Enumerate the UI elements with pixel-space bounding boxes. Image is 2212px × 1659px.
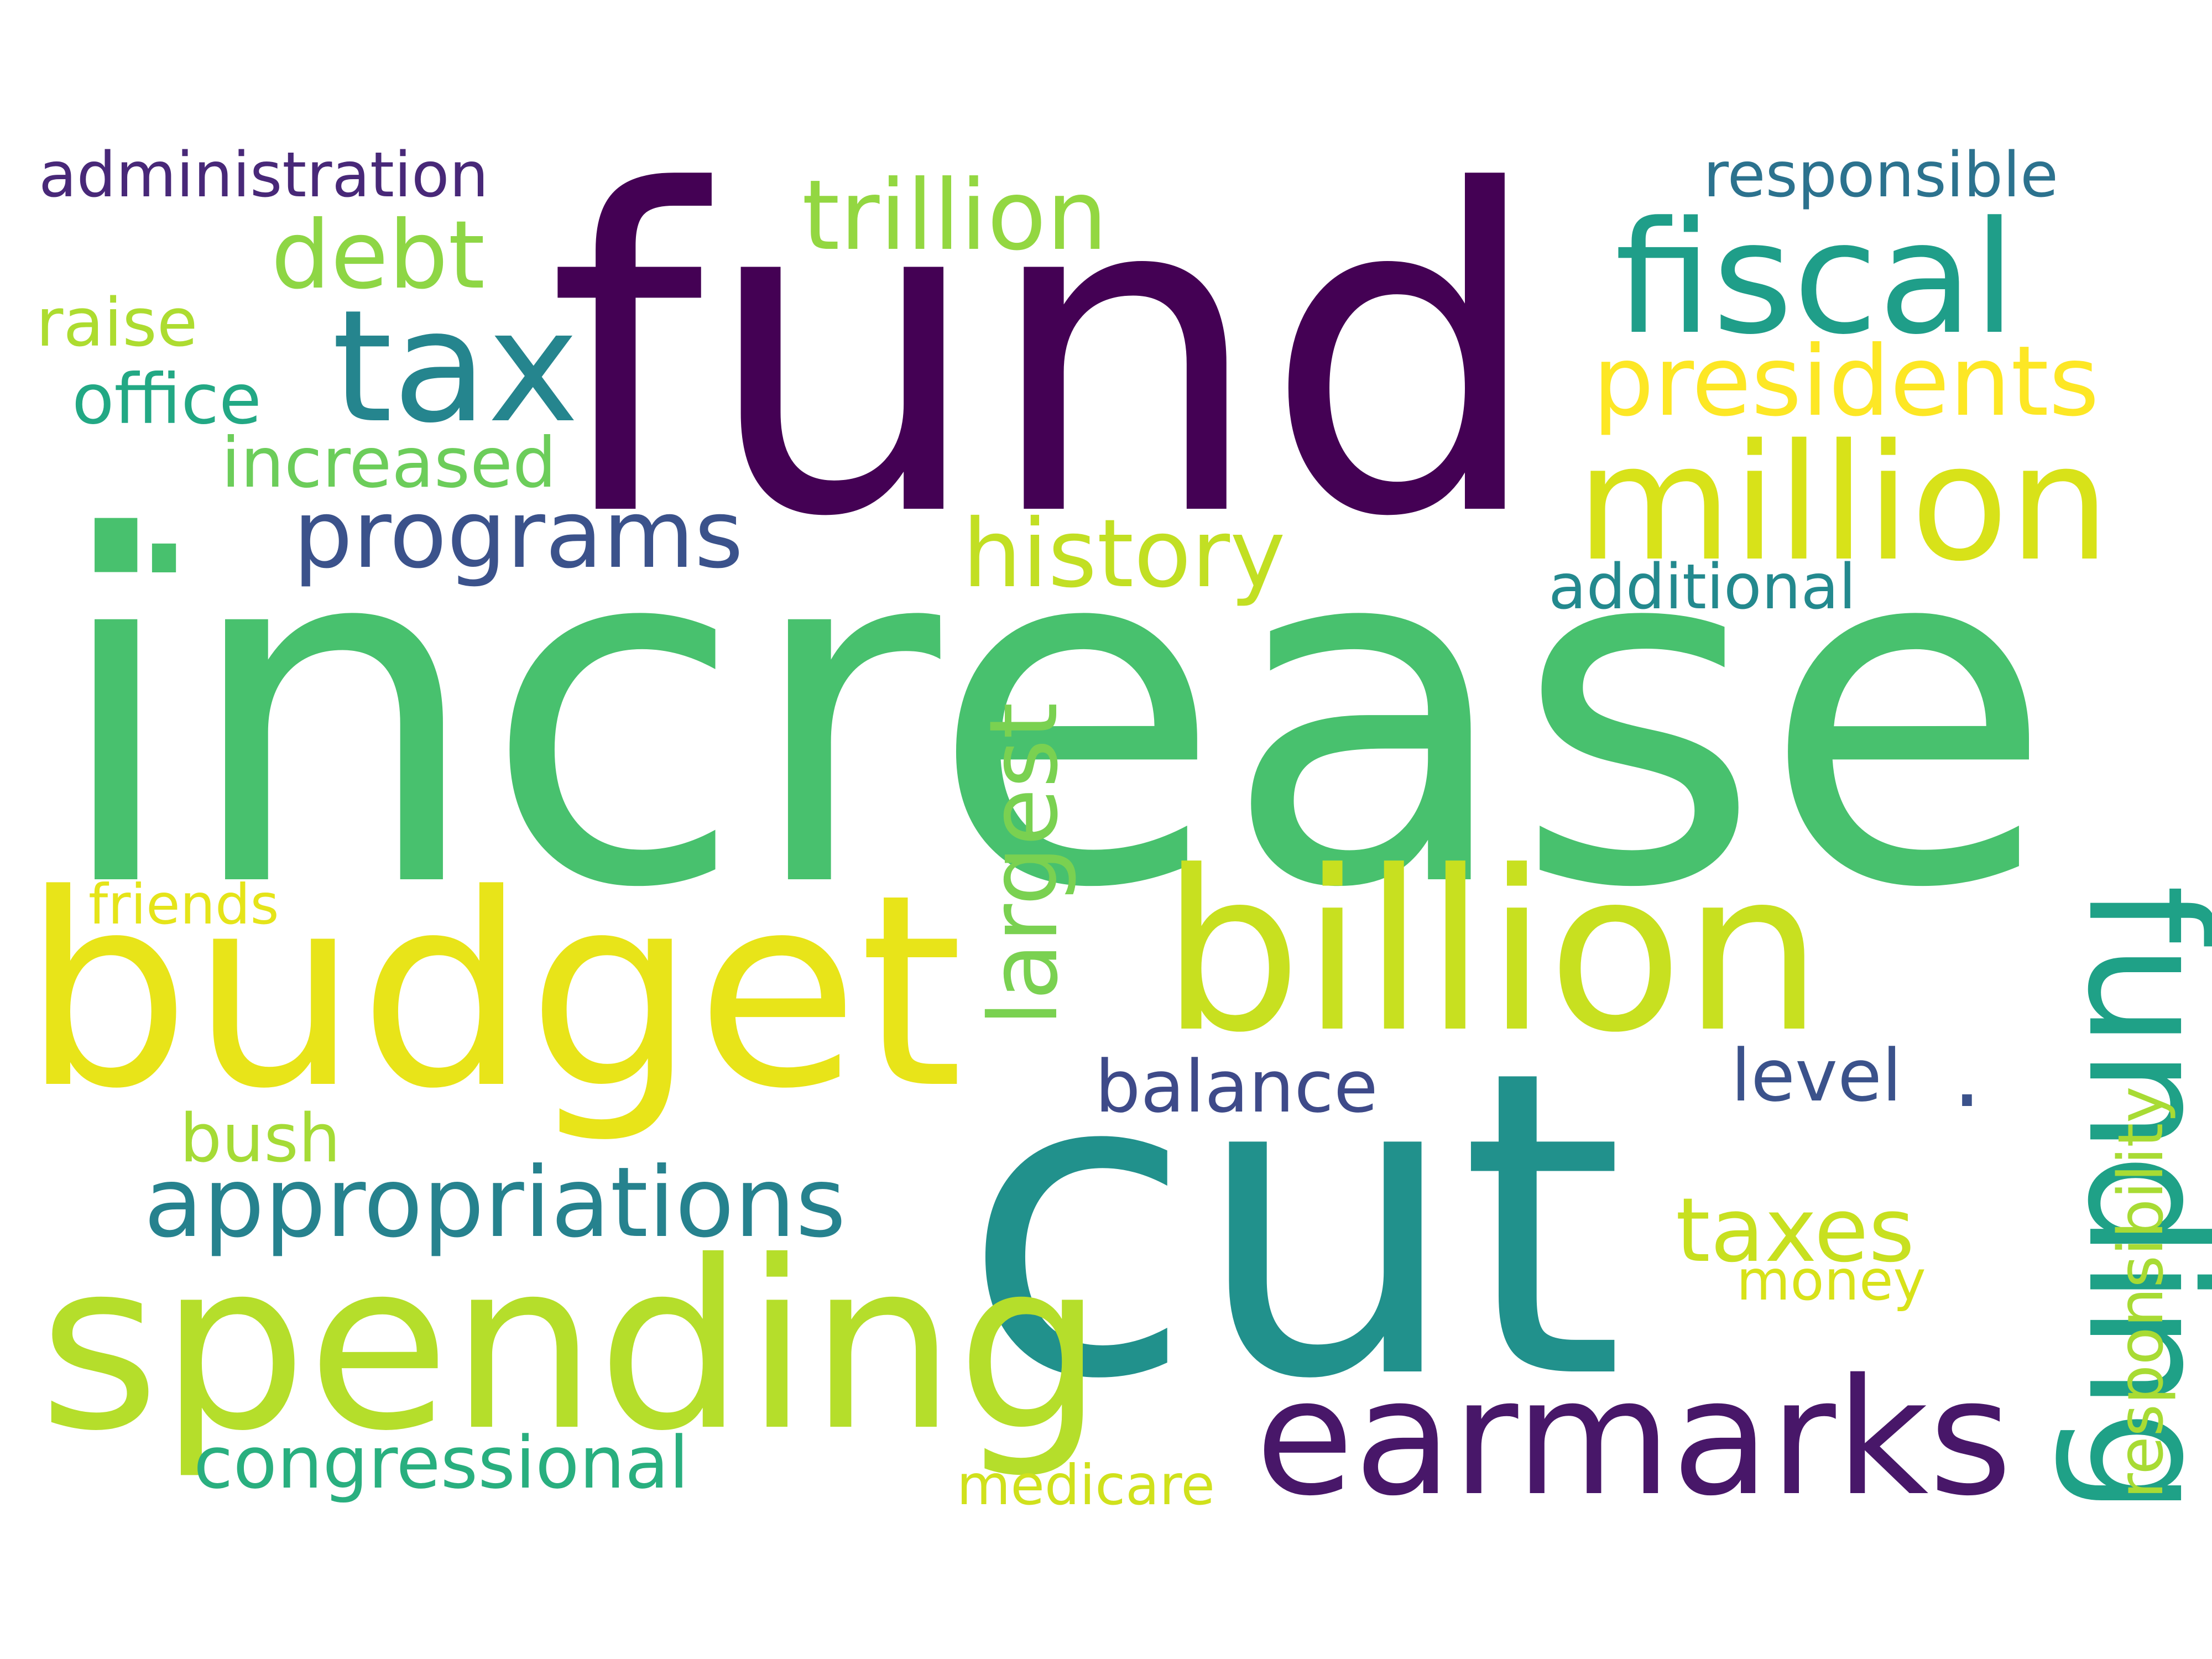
word-period-blue: . [1952,1019,1982,1129]
word-billion: billion [1161,824,1823,1081]
word-medicare: medicare [957,1453,1215,1517]
word-administration: administration [39,139,489,211]
word-responsibility: responsibility [2105,1086,2177,1499]
word-fund: fund [547,98,1545,613]
word-increase: increase [50,438,2054,992]
word-fiscal: fiscal [1615,189,2016,369]
word-raise: raise [36,285,198,362]
word-debt: debt [271,201,485,310]
word-increased: increased [221,423,556,503]
word-taxes: taxes [1676,1178,1914,1282]
word-trillion: trillion [802,160,1108,272]
word-history: history [962,499,1286,609]
word-funding: funding [2051,885,2212,1515]
word-earmarks: earmarks [1255,1345,2012,1531]
word-responsible: responsible [1703,139,2058,211]
word-programs: programs [293,480,743,589]
word-congressional: congressional [194,1421,689,1505]
word-largest: largest [969,702,1079,1026]
word-spending: spending [39,1212,1104,1482]
word-additional: additional [1548,551,1856,623]
word-appropriations: appropriations [144,1147,846,1259]
word-cut: cut [962,982,1625,1471]
word-period-green: . [127,357,201,628]
word-friends: friends [88,872,279,937]
word-presidents: presidents [1593,326,2099,438]
word-budget: budget [22,838,963,1147]
word-money: money [1736,1248,1926,1313]
word-million: million [1576,410,2110,597]
word-tax: tax [332,277,579,457]
word-level: level [1731,1034,1902,1118]
word-balance: balance [1095,1045,1378,1129]
word-office: office [72,359,262,440]
word-bush: bush [180,1100,341,1177]
